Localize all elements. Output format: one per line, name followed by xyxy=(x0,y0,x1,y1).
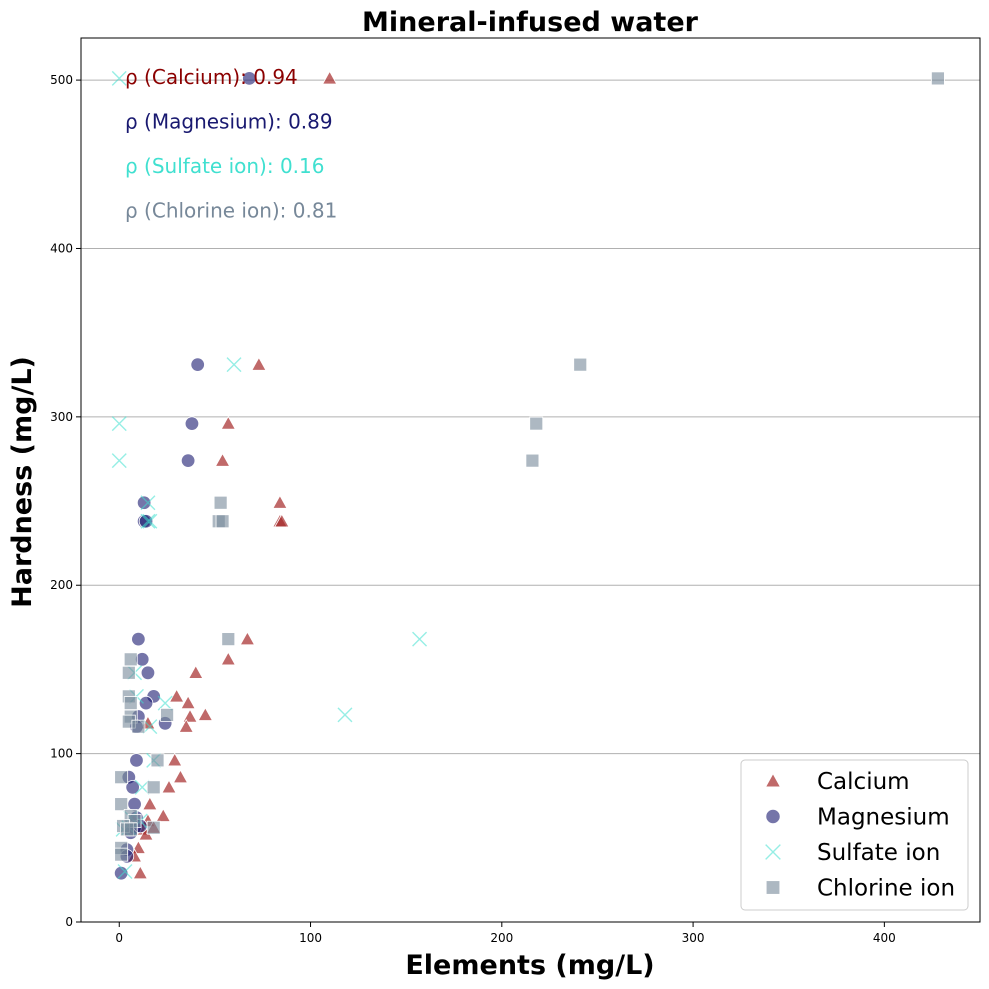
chlorine-ion-point xyxy=(114,770,129,785)
sulfate-ion-point xyxy=(111,453,127,469)
magnesium-point xyxy=(184,416,200,431)
magnesium-point xyxy=(138,695,154,711)
legend-label: Calcium xyxy=(817,769,910,795)
x-tick-label: 100 xyxy=(299,931,322,945)
calcium-point xyxy=(220,415,236,430)
calcium-point xyxy=(272,494,288,509)
sulfate-ion-point xyxy=(226,357,242,373)
magnesium-point xyxy=(242,71,257,86)
calcium-point xyxy=(155,808,171,822)
sulfate-ion-point xyxy=(140,495,156,511)
chlorine-ion-point xyxy=(121,665,136,680)
y-tick-label: 200 xyxy=(50,578,73,592)
chlorine-ion-point xyxy=(525,453,540,468)
calcium-point xyxy=(214,452,231,467)
magnesium-point xyxy=(138,514,154,529)
chlorine-ion-point xyxy=(931,71,945,86)
sulfate-ion-point xyxy=(142,513,158,529)
calcium-point xyxy=(188,664,204,679)
chlorine-ion-point xyxy=(150,753,165,768)
correlation-annotations: ρ (Calcium): 0.94 ρ (Magnesium): 0.89 ρ (S… xyxy=(125,65,337,223)
sulfate-ion-point xyxy=(157,695,173,711)
calcium-point xyxy=(274,513,290,528)
magnesium-point xyxy=(131,631,146,647)
calcium-point xyxy=(197,707,214,721)
sulfate-ion-point xyxy=(140,513,156,529)
calcium-point xyxy=(239,631,256,646)
x-axis-label: Elements (mg/L) xyxy=(405,950,654,981)
sulfate-ion-point xyxy=(412,631,428,647)
calcium-point xyxy=(178,718,194,733)
x-tick-label: 300 xyxy=(682,931,705,945)
calcium-point xyxy=(180,695,196,710)
magnesium-point xyxy=(190,357,205,372)
chlorine-ion-point xyxy=(114,797,129,812)
correlation-annotation: ρ (Chlorine ion): 0.81 xyxy=(125,199,337,223)
magnesium-point xyxy=(113,865,129,881)
legend-marker xyxy=(765,808,781,825)
sulfate-ion-point xyxy=(111,70,127,86)
chlorine-ion-point xyxy=(573,357,588,372)
chlorine-ion-point xyxy=(123,822,138,837)
chlorine-ion-point xyxy=(131,719,146,734)
calcium-point xyxy=(321,70,338,85)
magnesium-point xyxy=(140,665,156,680)
y-axis-label: Hardness (mg/L) xyxy=(7,356,38,608)
chart-title: Mineral-infused water xyxy=(362,7,699,38)
legend-marker xyxy=(765,844,781,860)
calcium-point xyxy=(167,752,183,767)
magnesium-point xyxy=(127,796,142,812)
calcium-point xyxy=(132,865,148,880)
magnesium-point xyxy=(180,453,196,468)
axis-ticks: 0 100 200 300 400 500 0 100 200 300 400 xyxy=(50,73,896,945)
calcium-point xyxy=(161,779,177,794)
y-tick-label: 400 xyxy=(50,241,73,255)
calcium-point xyxy=(182,708,198,723)
legend-box xyxy=(740,759,969,911)
correlation-annotation: ρ (Magnesium): 0.89 xyxy=(125,110,333,134)
legend-label: Magnesium xyxy=(817,805,950,831)
sulfate-ion-point xyxy=(337,707,353,723)
chlorine-ion-point xyxy=(146,820,161,835)
y-tick-label: 100 xyxy=(50,747,73,761)
calcium-point xyxy=(251,356,267,371)
x-tick-label: 200 xyxy=(490,931,513,945)
chlorine-ion-point xyxy=(160,707,174,722)
chlorine-ion-point xyxy=(123,696,138,711)
chlorine-ion-point xyxy=(215,514,230,529)
plot-frame xyxy=(80,37,981,923)
x-tick-label: 0 xyxy=(115,931,123,945)
calcium-point xyxy=(220,651,236,666)
chlorine-ion-point xyxy=(529,416,544,431)
magnesium-point xyxy=(125,780,140,795)
magnesium-point xyxy=(129,753,144,768)
chlorine-ion-point xyxy=(146,780,161,795)
sulfate-ion-point xyxy=(117,863,133,879)
legend: Calcium Magnesium Sulfate ion Chlorine ion xyxy=(740,759,969,911)
calcium-point xyxy=(142,796,158,811)
legend-label: Chlorine ion xyxy=(817,876,955,902)
chlorine-ion-point xyxy=(221,632,236,647)
chlorine-ion-point xyxy=(114,847,129,862)
y-tick-label: 500 xyxy=(50,73,73,87)
chlorine-ion-point xyxy=(213,495,228,510)
correlation-annotation: ρ (Sulfate ion): 0.16 xyxy=(125,154,324,178)
legend-marker xyxy=(764,772,782,788)
y-tick-label: 300 xyxy=(50,410,73,424)
calcium-point xyxy=(172,769,189,784)
y-tick-label: 0 xyxy=(65,915,73,929)
x-tick-label: 400 xyxy=(873,931,896,945)
legend-marker xyxy=(765,880,781,895)
sulfate-ion-point xyxy=(111,416,127,432)
legend-label: Sulfate ion xyxy=(817,840,940,866)
chlorine-ion-point xyxy=(123,652,138,667)
magnesium-point xyxy=(136,495,152,510)
correlation-annotation: ρ (Calcium): 0.94 xyxy=(125,65,298,89)
data-points xyxy=(111,70,945,881)
calcium-point xyxy=(168,688,185,703)
